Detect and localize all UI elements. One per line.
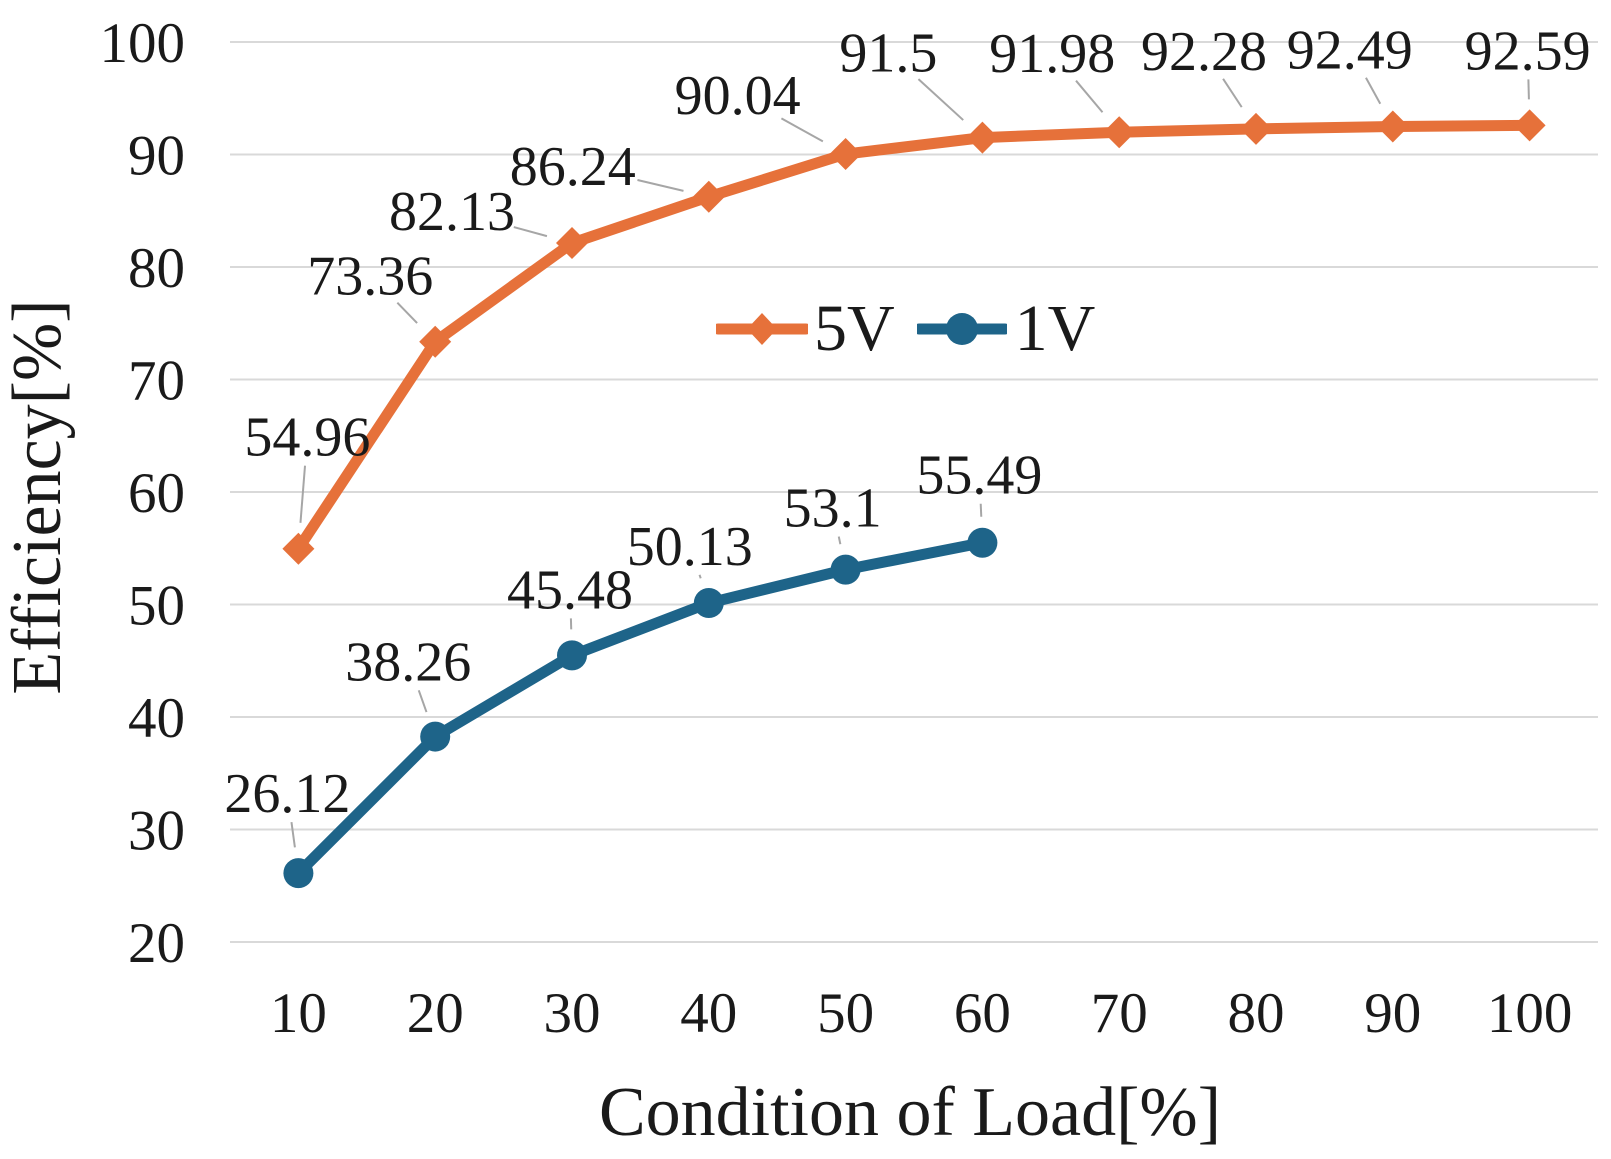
data-label-1v-60: 55.49: [916, 445, 1042, 507]
y-tick-label-20: 20: [128, 912, 185, 975]
series-5v-marker-30: [556, 227, 588, 260]
y-tick-label-70: 70: [128, 350, 185, 413]
x-tick-label-50: 50: [817, 982, 874, 1045]
series-5v-marker-40: [692, 180, 725, 213]
y-tick-label-50: 50: [128, 575, 185, 638]
x-tick-label-90: 90: [1364, 982, 1421, 1045]
series-5v-marker-50: [829, 138, 862, 171]
legend-label-5v: 5V: [814, 292, 895, 365]
data-label-5v-90: 92.49: [1287, 19, 1413, 81]
series-1v-line: [292, 537, 988, 879]
y-tick-label-30: 30: [128, 800, 185, 863]
series-1v-marker-60: [967, 527, 998, 558]
leader-line-5v-90: [1365, 77, 1382, 105]
leader-line-5v-40: [637, 179, 684, 192]
legend-label-1v: 1V: [1014, 292, 1096, 365]
data-label-1v-40: 50.13: [627, 516, 753, 578]
x-tick-label-80: 80: [1228, 982, 1285, 1045]
data-label-5v-80: 92.28: [1141, 21, 1267, 83]
series-5v-marker-60: [966, 121, 999, 154]
leader-line-5v-10: [299, 465, 307, 523]
series-1v-marker-10: [283, 858, 314, 889]
data-label-1v-10: 26.12: [224, 763, 350, 825]
leader-line-1v-20: [417, 689, 428, 713]
leader-line-1v-40: [698, 574, 702, 579]
series-5v-line: [292, 119, 1536, 555]
leader-line-5v-70: [1075, 80, 1104, 113]
x-tick-label-100: 100: [1487, 982, 1573, 1045]
data-label-5v-70: 91.98: [989, 23, 1115, 85]
legend-marker-5v-icon: [716, 313, 808, 345]
y-tick-label-100: 100: [100, 12, 186, 75]
series-5v-marker-100: [1513, 109, 1546, 142]
y-tick-label-80: 80: [128, 237, 185, 300]
x-tick-label-60: 60: [954, 982, 1011, 1045]
data-label-1v-30: 45.48: [507, 559, 633, 621]
x-tick-label-40: 40: [680, 982, 737, 1045]
leader-line-5v-50: [780, 117, 824, 143]
leader-line-5v-80: [1222, 78, 1243, 108]
x-axis-title: Condition of Load[%]: [598, 1074, 1222, 1151]
series-1v-marker-40: [693, 588, 724, 619]
series-5v-marker-20: [419, 325, 452, 358]
leader-line-1v-10: [290, 821, 296, 848]
y-tick-label-60: 60: [128, 462, 185, 525]
data-label-5v-40: 86.24: [510, 136, 636, 198]
data-label-1v-50: 53.1: [784, 478, 882, 540]
x-tick-label-20: 20: [407, 982, 464, 1045]
leader-line-5v-60: [917, 78, 964, 121]
series-1v-marker-50: [830, 554, 861, 585]
series-1v-marker-30: [557, 640, 587, 671]
y-tick-label-90: 90: [128, 125, 185, 188]
data-label-5v-100: 92.59: [1465, 20, 1591, 82]
x-tick-label-70: 70: [1091, 982, 1148, 1045]
x-tick-label-30: 30: [544, 982, 601, 1045]
series-5v-marker-10: [282, 532, 315, 565]
leader-line-5v-20: [396, 301, 418, 324]
leader-line-5v-30: [513, 226, 548, 238]
data-label-5v-20: 73.36: [307, 246, 433, 308]
legend: 5V 1V: [716, 294, 1095, 364]
leader-line-1v-50: [837, 536, 842, 545]
y-tick-label-40: 40: [128, 687, 185, 750]
series-5v-marker-80: [1240, 112, 1272, 145]
legend-marker-1v-icon: [916, 313, 1007, 345]
series-1v-marker-20: [420, 721, 451, 752]
series-5v-marker-90: [1376, 110, 1409, 143]
series-5v-marker-70: [1103, 116, 1136, 149]
leader-line-1v-60: [979, 503, 983, 517]
x-tick-label-10: 10: [270, 982, 327, 1045]
data-label-5v-50: 90.04: [675, 65, 801, 127]
data-label-5v-60: 91.5: [839, 23, 937, 85]
y-axis-title: Efficiency[%]: [0, 299, 76, 695]
leader-line-5v-100: [1527, 79, 1530, 100]
data-label-5v-10: 54.96: [244, 407, 370, 469]
data-label-5v-30: 82.13: [389, 181, 515, 243]
data-label-1v-20: 38.26: [345, 632, 471, 694]
